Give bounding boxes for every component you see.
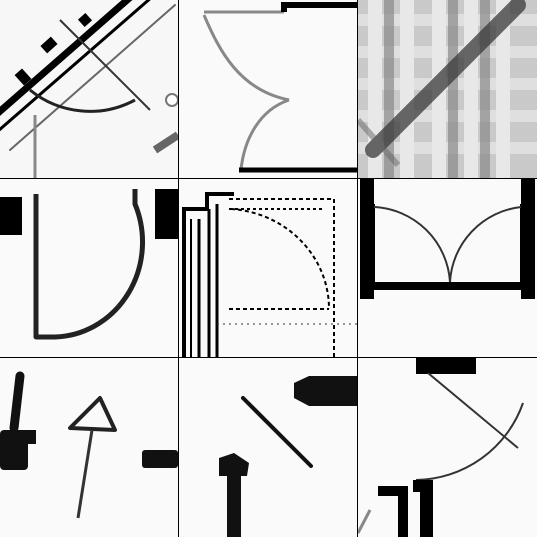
tile-diagonal-line-door [179, 358, 357, 537]
tile-double-door-arc [179, 0, 357, 178]
blurred-texture-icon [358, 0, 537, 178]
double-door-arc-icon [179, 0, 357, 178]
tile-blueprint-door-swing [0, 0, 178, 178]
tile-double-door-two-arcs [358, 179, 537, 357]
tile-blurred-plaid [358, 0, 537, 178]
diagonal-line-door-icon [179, 358, 357, 537]
tile-thick-arc-door [0, 179, 178, 357]
corner-door-arc-icon [358, 358, 537, 537]
tile-dashed-arc-door [179, 179, 357, 357]
door-swing-diagonal-icon [0, 0, 178, 178]
tile-corner-door-arc [358, 358, 537, 537]
triangle-marker-icon [0, 358, 178, 537]
double-door-two-arcs-icon [358, 179, 537, 357]
thick-arc-door-icon [0, 179, 178, 357]
dashed-arc-door-icon [179, 179, 357, 357]
tile-triangle-marker [0, 358, 178, 537]
